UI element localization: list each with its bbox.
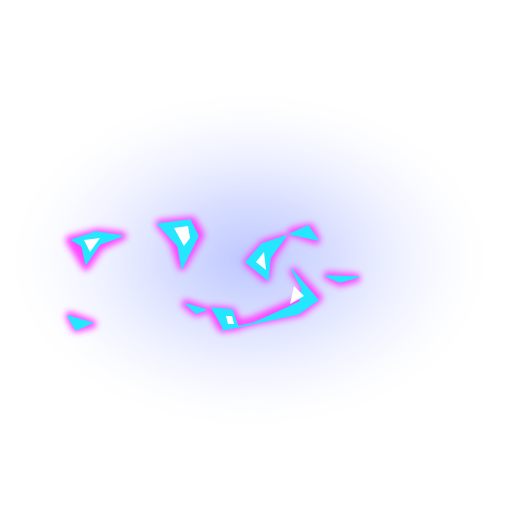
shard-4 xyxy=(185,303,207,314)
shard-3 xyxy=(67,315,93,331)
shard-8 xyxy=(289,225,319,241)
shard-6 xyxy=(221,269,319,331)
shard-9 xyxy=(325,275,359,283)
shard-7 xyxy=(245,235,287,281)
